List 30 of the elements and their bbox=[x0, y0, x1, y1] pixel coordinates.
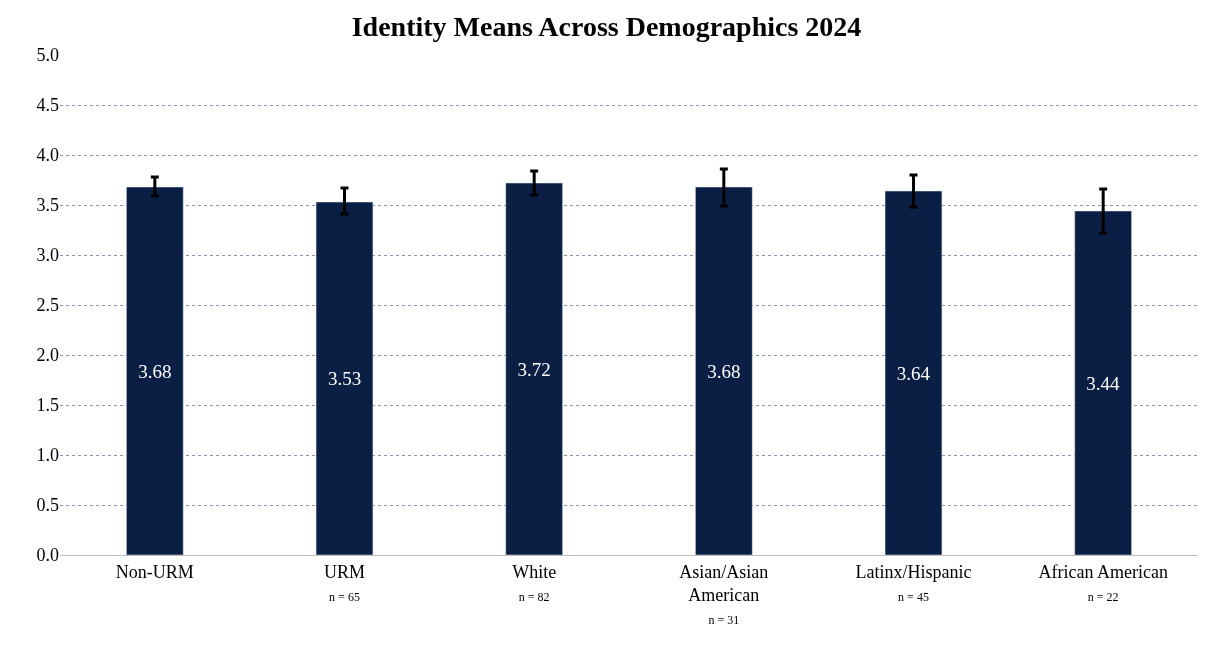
data-label: 3.44 bbox=[1086, 372, 1121, 394]
data-label: 3.53 bbox=[327, 368, 362, 389]
x-tick-label: Non-URM bbox=[115, 561, 194, 582]
data-label: 3.68 bbox=[138, 360, 172, 382]
data-label: 3.64 bbox=[896, 362, 931, 384]
x-tick-label: URM n = 65 bbox=[323, 561, 366, 604]
bar bbox=[126, 186, 184, 555]
x-tick-label: Latinx/Hispanic n = 45 bbox=[855, 561, 972, 604]
y-tick-label: 2.5 bbox=[36, 295, 59, 316]
y-tick-label: 1.5 bbox=[36, 395, 59, 416]
chart-title: Identity Means Across Demographics 2024 bbox=[351, 10, 862, 42]
y-tick-label: 4.0 bbox=[36, 145, 59, 166]
x-tick-label: African American n = 22 bbox=[1038, 561, 1168, 604]
y-tick-label: 5.0 bbox=[36, 45, 59, 66]
bar bbox=[884, 190, 943, 555]
data-label: 3.68 bbox=[707, 360, 741, 382]
data-label: 3.72 bbox=[517, 358, 551, 380]
y-tick-label: 4.5 bbox=[36, 95, 59, 116]
y-tick-label: 1.0 bbox=[36, 445, 59, 466]
bar bbox=[505, 182, 563, 555]
x-tick-label: Asian/Asian American n = 31 bbox=[679, 561, 769, 628]
y-tick-label: 3.0 bbox=[36, 245, 59, 266]
x-tick-label: White n = 82 bbox=[512, 561, 557, 604]
y-tick-label: 0.0 bbox=[36, 545, 59, 566]
y-tick-label: 3.5 bbox=[36, 195, 59, 216]
y-tick-label: 2.0 bbox=[36, 345, 59, 366]
bar bbox=[315, 201, 374, 555]
y-tick-label: 0.5 bbox=[36, 495, 59, 516]
bar bbox=[695, 186, 753, 555]
bar bbox=[1074, 210, 1132, 555]
